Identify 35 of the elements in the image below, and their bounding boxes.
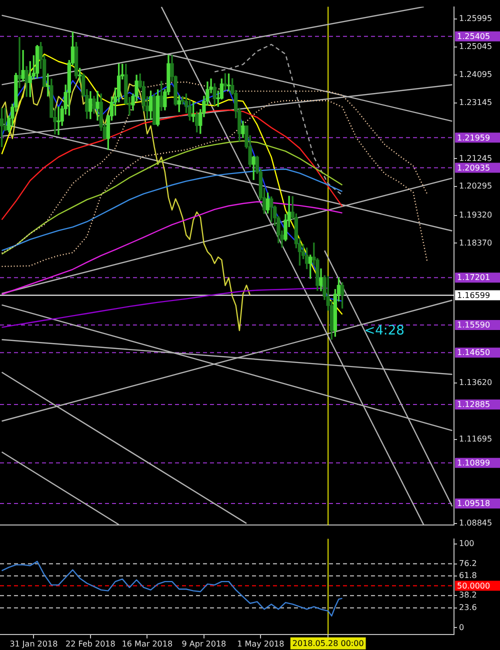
ref-line-label: 1.25405 <box>457 32 490 41</box>
y-tick-label: 1.24095 <box>459 70 492 79</box>
x-tick-label: 2018.05.28 00:00 <box>292 638 364 648</box>
ref-line-label: 1.15590 <box>457 320 490 330</box>
y-tick-label: 23.6 <box>459 602 477 612</box>
x-tick-label: 22 Feb 2018 <box>66 639 116 648</box>
y-tick-label: 1.13620 <box>459 378 492 387</box>
y-tick-label: 76.2 <box>459 558 477 568</box>
y-tick-label: 1.08845 <box>459 518 492 528</box>
ref-line-label: 1.14650 <box>457 348 490 358</box>
x-tick-label: 1 May 2018 <box>237 639 284 648</box>
y-tick-label: 61.8 <box>459 570 477 580</box>
x-tick-label: 16 Mar 2018 <box>122 639 173 648</box>
ref-line-label: 1.12885 <box>457 400 490 410</box>
ref-line-label: 1.17201 <box>457 273 490 282</box>
ref-line-label: 1.20935 <box>457 163 490 172</box>
annotation: <4:28 <box>364 324 404 339</box>
y-tick-label: 1.25045 <box>459 42 492 52</box>
y-tick-label: 1.20295 <box>459 182 492 191</box>
y-tick-label: 1.21245 <box>459 154 492 163</box>
ref-line-label: 50.0000 <box>457 581 490 590</box>
x-tick-label: 31 Jan 2018 <box>10 639 58 648</box>
y-tick-label: 1.25995 <box>459 14 492 24</box>
y-tick-label: 1.19320 <box>459 210 492 220</box>
x-tick-label: 9 Apr 2018 <box>182 639 226 648</box>
y-tick-label: 1.11695 <box>459 434 492 444</box>
ref-line-label: 1.21959 <box>457 133 490 142</box>
y-tick-label: 1.23145 <box>459 98 492 107</box>
y-tick-label: 100 <box>459 538 474 548</box>
y-tick-label: 1.18370 <box>459 238 492 248</box>
y-tick-label: 0 <box>459 622 464 632</box>
ref-line-label: 1.16599 <box>457 290 490 300</box>
ref-line-label: 1.09518 <box>457 499 490 508</box>
ref-line-label: 1.10899 <box>457 458 490 468</box>
y-tick-label: 38.2 <box>459 590 477 600</box>
